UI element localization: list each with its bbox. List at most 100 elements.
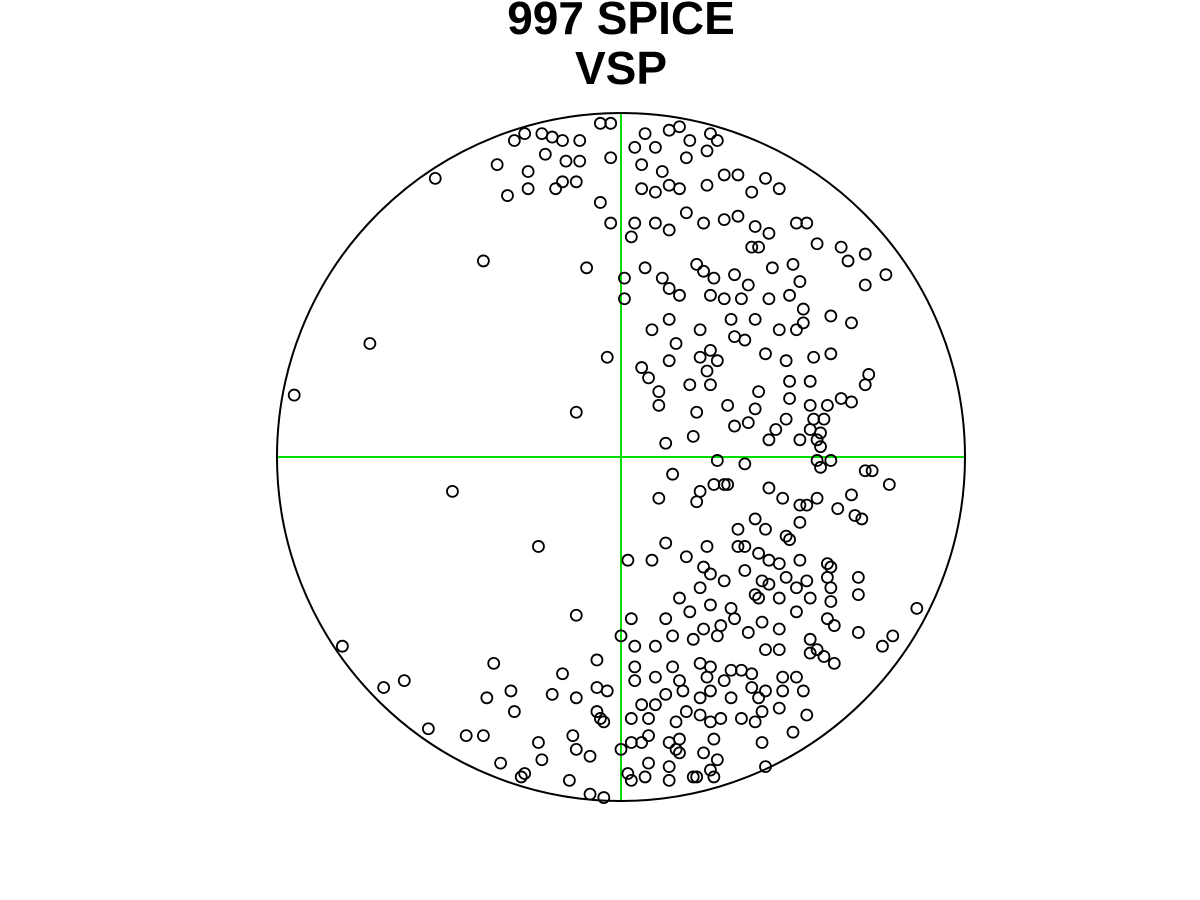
point xyxy=(765,261,779,275)
point xyxy=(824,347,838,361)
point xyxy=(824,595,838,608)
point xyxy=(821,571,834,584)
point xyxy=(655,271,669,285)
point xyxy=(803,423,817,436)
point xyxy=(662,354,676,368)
point xyxy=(721,398,735,412)
point xyxy=(848,509,862,522)
point xyxy=(786,257,800,271)
point xyxy=(707,770,721,784)
point xyxy=(762,481,776,495)
point xyxy=(704,288,717,302)
point xyxy=(810,433,824,447)
point xyxy=(642,712,655,725)
point xyxy=(549,182,563,196)
point xyxy=(459,729,473,743)
point xyxy=(717,574,731,588)
point xyxy=(600,350,614,364)
point xyxy=(501,189,514,202)
point xyxy=(593,196,607,209)
point xyxy=(710,753,724,767)
point xyxy=(690,770,704,784)
point xyxy=(659,687,673,701)
point xyxy=(693,350,707,364)
point xyxy=(748,402,762,416)
point xyxy=(649,185,662,199)
point xyxy=(790,605,803,619)
point xyxy=(673,746,686,760)
point xyxy=(772,323,786,337)
point xyxy=(621,553,635,567)
point xyxy=(635,736,649,749)
point xyxy=(762,433,776,447)
point xyxy=(532,736,545,749)
point xyxy=(738,457,752,471)
point xyxy=(821,612,834,626)
point xyxy=(800,708,814,722)
point xyxy=(538,147,552,161)
point xyxy=(590,705,604,718)
point xyxy=(807,350,821,364)
point xyxy=(851,571,865,584)
point xyxy=(772,643,786,657)
point xyxy=(693,657,707,670)
point xyxy=(476,729,490,743)
point xyxy=(721,478,735,491)
point xyxy=(814,460,827,474)
point xyxy=(731,540,745,553)
point xyxy=(772,622,786,636)
point xyxy=(649,140,662,154)
point xyxy=(624,612,638,626)
point xyxy=(635,361,649,374)
point xyxy=(731,522,745,536)
point xyxy=(476,254,490,268)
point xyxy=(783,533,796,546)
point xyxy=(649,670,662,684)
point xyxy=(769,423,783,436)
point xyxy=(563,773,576,787)
point xyxy=(700,144,714,158)
point xyxy=(583,749,597,763)
point xyxy=(679,206,693,220)
point xyxy=(858,247,872,261)
point xyxy=(604,151,618,165)
point xyxy=(635,182,649,196)
point xyxy=(717,674,731,687)
point xyxy=(752,240,765,254)
point xyxy=(738,564,752,577)
point xyxy=(779,571,793,584)
point xyxy=(796,302,810,316)
point xyxy=(714,619,728,632)
point xyxy=(700,670,714,684)
point xyxy=(421,722,435,736)
point xyxy=(745,667,759,681)
point xyxy=(858,278,872,292)
point xyxy=(710,629,724,643)
point xyxy=(790,216,803,230)
point xyxy=(673,732,686,746)
point xyxy=(693,484,707,498)
point xyxy=(593,116,607,130)
point xyxy=(666,629,679,643)
point xyxy=(759,760,772,773)
point xyxy=(827,657,841,670)
point xyxy=(662,312,676,326)
point xyxy=(710,134,724,147)
point xyxy=(796,684,810,698)
point xyxy=(748,512,762,526)
point xyxy=(697,264,710,278)
point xyxy=(810,491,824,505)
point xyxy=(628,216,642,230)
point xyxy=(700,178,714,192)
point xyxy=(741,626,755,639)
point xyxy=(645,553,659,567)
point xyxy=(851,626,865,639)
point xyxy=(759,522,772,536)
point xyxy=(752,546,765,560)
point xyxy=(772,701,786,715)
point xyxy=(638,770,652,784)
point xyxy=(556,134,569,147)
point xyxy=(535,753,549,767)
point xyxy=(614,629,628,643)
point xyxy=(779,529,793,543)
